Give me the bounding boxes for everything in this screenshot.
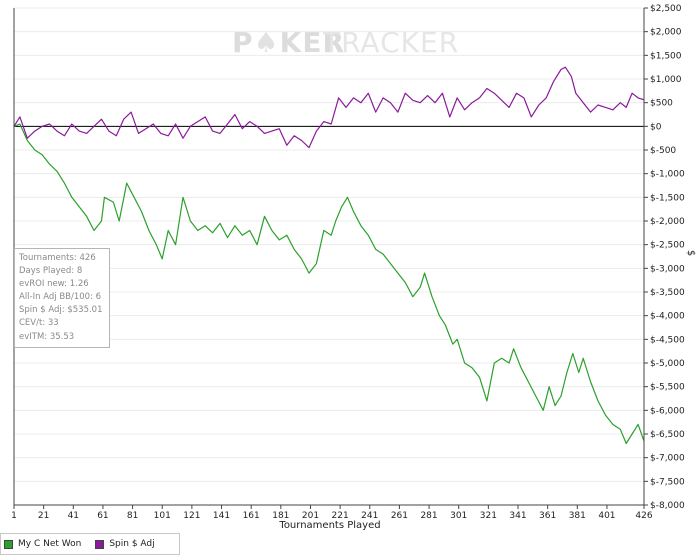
stats-summary-box: Tournaments: 426 Days Played: 8 evROI ne… (14, 248, 110, 348)
x-tick-label: 41 (68, 511, 79, 521)
x-tick-label: 181 (272, 511, 289, 521)
x-tick-label: 201 (302, 511, 319, 521)
stat-evroi: evROI new: 1.26 (19, 279, 89, 290)
y-tick-label: $-2,000 (650, 217, 685, 227)
y-tick-label: $-2,500 (650, 241, 685, 251)
stat-tournaments: Tournaments: 426 (19, 253, 96, 263)
x-tick-label: 381 (569, 511, 586, 521)
x-tick-label: 261 (391, 511, 408, 521)
y-tick-label: $-5,000 (650, 359, 685, 369)
legend-label-net-won: My C Net Won (18, 539, 82, 549)
y-tick-label: $-6,500 (650, 430, 685, 440)
stat-days-played: Days Played: 8 (19, 266, 83, 277)
y-tick-label: $1,000 (650, 75, 682, 85)
x-tick-label: 281 (420, 511, 437, 521)
y-tick-label: $500 (650, 99, 673, 109)
y-tick-label: $-1,500 (650, 193, 685, 203)
legend-label-spin-adj: Spin $ Adj (109, 539, 155, 549)
y-tick-label: $-3,500 (650, 288, 685, 298)
x-tick-label: 401 (598, 511, 615, 521)
stat-cev: CEV/t: 33 (19, 318, 59, 329)
legend-frame (0, 533, 180, 555)
y-tick-label: $-8,000 (650, 501, 685, 511)
y-axis-label: $ (685, 250, 696, 256)
y-tick-label: $-7,000 (650, 454, 685, 464)
legend-item-net-won[interactable]: My C Net Won (4, 539, 81, 549)
y-tick-label: $-4,500 (650, 335, 685, 345)
x-tick-label: 426 (635, 511, 652, 521)
y-tick-label: $1,500 (650, 51, 682, 61)
x-tick-label: 61 (97, 511, 108, 521)
y-tick-label: $-1,000 (650, 170, 685, 180)
stat-evitm: evITM: 35.53 (19, 331, 75, 342)
y-tick-label: $0 (650, 122, 662, 132)
x-tick-label: 121 (183, 511, 200, 521)
x-tick-label: 301 (450, 511, 467, 521)
y-tick-label: $2,500 (650, 4, 682, 14)
x-tick-label: 241 (361, 511, 378, 521)
x-tick-label: 321 (480, 511, 497, 521)
x-tick-label: 361 (539, 511, 556, 521)
x-tick-label: 81 (127, 511, 138, 521)
series-lines (13, 66, 645, 445)
pokertracker-watermark: P♠KER TRACKER (232, 26, 459, 59)
series-line-spin-adj (13, 66, 645, 149)
x-axis-ticks: 1 21 41 61 81 101 121 141 161 181 201 221 241 261 281 3… (11, 505, 653, 521)
y-tick-label: $-4,000 (650, 312, 685, 322)
y-tick-label: $-5,500 (650, 383, 685, 393)
x-tick-label: 221 (332, 511, 349, 521)
y-tick-label: $-3,000 (650, 264, 685, 274)
x-tick-label: 1 (11, 511, 17, 521)
x-tick-label: 141 (213, 511, 230, 521)
x-tick-label: 161 (243, 511, 260, 521)
legend: My C Net Won Spin $ Adj (4, 536, 155, 552)
y-tick-label: $-500 (650, 146, 676, 156)
x-tick-label: 21 (38, 511, 49, 521)
legend-swatch-purple (95, 539, 105, 549)
legend-item-spin-adj[interactable]: Spin $ Adj (95, 539, 155, 549)
stat-allin-adj: All-In Adj BB/100: 6 (19, 292, 102, 303)
y-tick-label: $-6,000 (650, 406, 685, 416)
x-axis-label: Tournaments Played (278, 520, 380, 531)
y-tick-label: $-7,500 (650, 477, 685, 487)
legend-swatch-green (4, 539, 13, 549)
x-tick-label: 101 (154, 511, 171, 521)
x-tick-label: 341 (509, 511, 526, 521)
y-tick-label: $2,000 (650, 28, 682, 38)
y-axis-ticks: $2,500 $2,000 $1,500 $1,000 $500 $0 $-500 $-1,0… (644, 4, 685, 511)
watermark-text-right: TRACKER (322, 26, 459, 59)
series-line-net-won (13, 123, 645, 445)
stat-spin-adj: Spin $ Adj: $535.01 (19, 305, 103, 316)
